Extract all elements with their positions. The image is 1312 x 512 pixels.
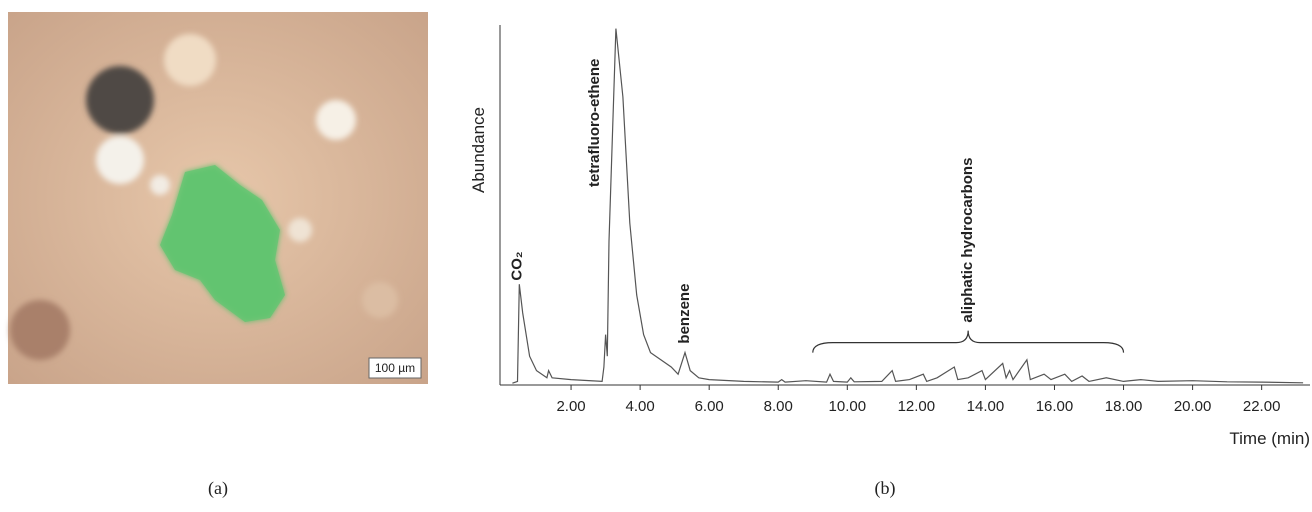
x-axis-label: Time (min) <box>1229 429 1310 448</box>
x-tick-label: 6.00 <box>695 398 724 415</box>
caption: (b) <box>875 478 896 499</box>
x-tick-label: 12.00 <box>898 398 936 415</box>
scale-bar-label: 100 µm <box>375 361 415 375</box>
chromatogram-line <box>512 28 1304 384</box>
x-tick-label: 4.00 <box>626 398 655 415</box>
x-tick-label: 20.00 <box>1174 398 1212 415</box>
x-tick-label: 16.00 <box>1036 398 1074 415</box>
bracket-label: aliphatic hydrocarbons <box>959 158 976 323</box>
chart: 2.00 4.00 6.00 8.00 10.00 12.00 14.00 16.00 18.0… <box>469 25 1310 448</box>
caption: (a) <box>208 478 228 499</box>
x-tick-label: 8.00 <box>764 398 793 415</box>
photo: 100 µm <box>8 12 428 384</box>
x-tick-label: 18.00 <box>1105 398 1143 415</box>
bracket <box>812 330 1125 353</box>
x-tick-label: 14.00 <box>967 398 1005 415</box>
peak-label: tetrafluoro-ethene <box>586 59 603 187</box>
y-axis-label: Abundance <box>469 107 488 193</box>
peak-label: CO₂ <box>509 251 526 280</box>
x-tick-label: 22.00 <box>1243 398 1281 415</box>
x-tick-label: 10.00 <box>829 398 867 415</box>
x-tick-label: 2.00 <box>556 398 585 415</box>
peak-label: benzene <box>676 284 693 344</box>
scale-bar-box <box>368 357 422 379</box>
